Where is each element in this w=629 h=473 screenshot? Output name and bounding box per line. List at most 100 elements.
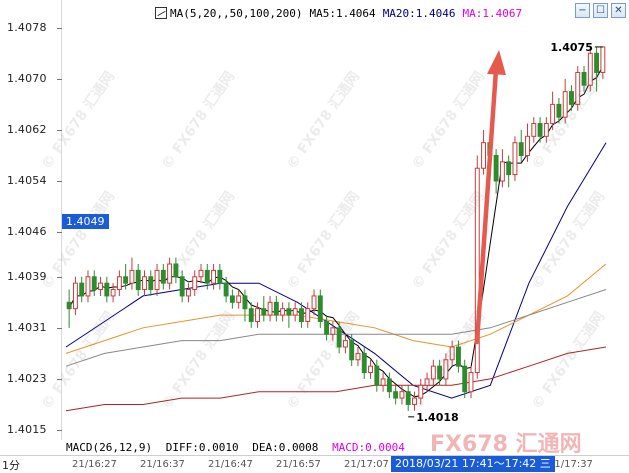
- candle-up: [280, 308, 286, 316]
- candle-up: [418, 384, 424, 399]
- ma-value: MA:1.4067: [462, 6, 523, 20]
- candle-down: [569, 91, 574, 105]
- trend-arrow-shaft: [474, 67, 499, 345]
- candle-down: [581, 71, 587, 86]
- candle-up: [380, 378, 386, 386]
- candle-up: [311, 295, 317, 310]
- ma-legend: MA(5,20,,50,100,200) MA5:1.4064 MA20:1.4…: [155, 5, 522, 21]
- candle-down: [179, 276, 185, 297]
- macd-dea-value: DEA:0.0008: [252, 441, 319, 454]
- y-tick-label: 1.4070: [7, 71, 47, 85]
- window-controls: − ☐ ✕: [575, 3, 626, 18]
- candle-down: [91, 276, 97, 291]
- candle-up: [98, 282, 103, 291]
- candle-down: [317, 295, 323, 322]
- candle-up: [550, 103, 556, 125]
- y-tick-mark: [57, 327, 62, 329]
- fx678-logo: FX678 汇通网: [430, 432, 582, 457]
- candle-up: [85, 276, 91, 297]
- candle-up: [292, 308, 298, 316]
- y-tick-mark: [57, 129, 62, 131]
- y-tick-label: 1.4078: [7, 20, 47, 34]
- ma-line-ma100: [65, 289, 607, 367]
- y-tick-label: 1.4039: [7, 269, 47, 283]
- time-axis-label: 21/16:47: [208, 459, 253, 470]
- candle-down: [393, 391, 399, 399]
- y-tick-mark: [57, 232, 62, 234]
- candle-down: [286, 308, 292, 316]
- candle-down: [135, 269, 141, 291]
- candle-down: [66, 301, 72, 310]
- period-tab[interactable]: 1分: [2, 459, 20, 472]
- candle-down: [242, 295, 248, 310]
- candle-up: [481, 142, 487, 169]
- price-axis: 1.4078 1.4070 1.4062 1.4054 1.4046 1.4039 1.40…: [0, 0, 62, 440]
- candle-up: [355, 352, 361, 361]
- y-tick-mark: [57, 78, 62, 80]
- macd-legend: MACD(26,12,9) DIFF:0.0010 DEA:0.0008 MAC…: [66, 441, 405, 454]
- minimize-button[interactable]: −: [575, 3, 590, 18]
- candle-up: [110, 289, 116, 297]
- candle-down: [349, 340, 355, 361]
- candlestick-chart[interactable]: 1.4075 1.4018: [62, 0, 629, 440]
- candle-up: [342, 340, 348, 348]
- trend-arrow-head: [487, 50, 506, 75]
- candle-up: [587, 52, 593, 86]
- candle-up: [600, 46, 606, 73]
- maximize-button[interactable]: ☐: [593, 3, 608, 18]
- candle-up: [562, 91, 568, 118]
- candle-down: [493, 154, 499, 182]
- candle-up: [512, 142, 518, 176]
- candle-up: [499, 161, 505, 182]
- ma-line-ma20: [65, 142, 607, 399]
- ma-line-ma50: [65, 263, 607, 354]
- y-tick-mark: [57, 276, 62, 278]
- ma-settings-icon[interactable]: [155, 7, 167, 19]
- y-tick-label: 1.4031: [7, 320, 47, 334]
- candle-up: [449, 346, 455, 361]
- close-button[interactable]: ✕: [611, 3, 626, 18]
- time-range-tag: 2018/03/21 17:41～17:42 三: [391, 456, 555, 472]
- time-axis-label: 21/17:07: [344, 459, 389, 470]
- candle-up: [531, 123, 537, 137]
- candle-up: [305, 308, 311, 322]
- candle-up: [142, 276, 147, 291]
- candle-down: [299, 308, 304, 322]
- candle-down: [556, 103, 562, 118]
- current-price-tag: 1.4049: [62, 214, 109, 229]
- candle-down: [324, 320, 330, 335]
- candle-down: [594, 52, 600, 73]
- y-tick-label: 1.4062: [7, 122, 47, 136]
- candle-down: [518, 142, 524, 156]
- y-tick-label: 1.4054: [7, 174, 47, 187]
- candle-down: [386, 378, 392, 393]
- y-tick-mark: [57, 430, 62, 431]
- y-tick-mark: [57, 27, 62, 29]
- candle-up: [154, 269, 160, 291]
- ma-params: MA(5,20,,50,100,200): [170, 6, 303, 20]
- candle-up: [192, 276, 198, 291]
- macd-title[interactable]: MACD(26,12,9): [66, 441, 153, 454]
- y-tick-mark: [57, 181, 62, 182]
- candle-down: [79, 282, 85, 297]
- macd-macd-value: MACD:0.0004: [332, 441, 405, 454]
- macd-diff-value: DIFF:0.0010: [165, 441, 239, 454]
- candle-down: [261, 308, 267, 316]
- candle-down: [123, 276, 129, 284]
- time-axis-bar: 1分 21/16:27 21/16:37 21/16:47 21/16:57 21/17…: [0, 455, 629, 473]
- ma-line-ma200: [65, 346, 607, 412]
- candle-down: [537, 123, 543, 137]
- candle-down: [223, 282, 229, 297]
- candle-up: [267, 301, 273, 316]
- candle-up: [255, 308, 260, 322]
- candle-down: [506, 161, 512, 176]
- high-label: 1.4075: [550, 41, 592, 54]
- ma5-value: MA5:1.4064: [309, 6, 376, 20]
- candle-down: [336, 327, 342, 348]
- ma20-value: MA20:1.4046: [382, 6, 456, 20]
- y-tick-label: 1.4046: [7, 225, 47, 239]
- candle-down: [217, 269, 223, 284]
- candle-down: [248, 308, 254, 322]
- y-tick-label: 1.4015: [7, 423, 47, 436]
